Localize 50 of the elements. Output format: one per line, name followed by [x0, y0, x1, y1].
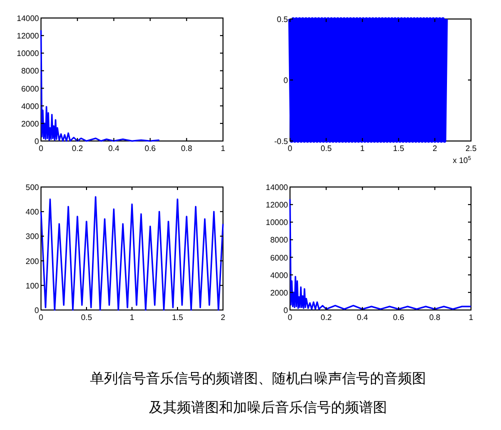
y-tick-label: 0 [284, 76, 289, 85]
y-tick-label: 10000 [16, 49, 40, 58]
y-tick-label: 2000 [21, 119, 40, 128]
y-tick-label: 6000 [270, 253, 289, 262]
y-tick-label: 0.5 [276, 15, 289, 24]
y-tick-label: 14000 [266, 183, 289, 192]
x-tick-label: 1 [220, 144, 226, 153]
y-tick-label: -0.5 [274, 137, 289, 146]
text: 及其频谱图和加噪后音乐信号的频谱图 [149, 399, 387, 415]
x-tick-label: 1 [468, 313, 474, 322]
x-tick-label: 0.8 [429, 313, 441, 322]
x-tick-label: 0.5 [80, 313, 93, 322]
y-tick-label: 400 [26, 208, 40, 217]
text: 单列信号音乐信号的频谱图、随机白噪声信号的音频图 [90, 370, 426, 386]
x-tick-label: 2 [432, 144, 438, 153]
x-tick-label: 0.6 [393, 313, 405, 322]
line-series [40, 30, 160, 142]
y-tick-label: 4000 [270, 270, 289, 280]
x-tick-label: 0.4 [356, 313, 369, 322]
x-tick-label: 0.6 [144, 144, 156, 153]
y-tick-label: 300 [26, 232, 40, 242]
x-tick-label: 0.5 [320, 144, 332, 153]
x-tick-label: 1 [360, 144, 366, 153]
y-tick-label: 0 [284, 306, 289, 315]
y-tick-label: 4000 [21, 102, 40, 111]
y-tick-label: 12000 [266, 200, 289, 210]
x-tick-label: 0.4 [108, 144, 120, 153]
x-tick-label: 1.5 [172, 313, 184, 322]
y-tick-label: 0 [34, 306, 40, 315]
line-series [40, 196, 224, 311]
x-tick-label: 2.5 [465, 144, 478, 153]
text: x 10$^{5}$ [452, 156, 471, 165]
y-tick-label: 12000 [16, 32, 40, 41]
x-tick-label: 0.2 [320, 313, 332, 322]
y-tick-label: 10000 [266, 218, 289, 228]
line-series [289, 198, 472, 310]
y-tick-label: 14000 [16, 14, 40, 23]
y-tick-label: 200 [26, 256, 40, 266]
y-tick-label: 2000 [270, 288, 289, 298]
y-tick-label: 6000 [21, 84, 40, 94]
x-tick-label: 2 [220, 313, 226, 322]
y-tick-label: 8000 [21, 66, 40, 76]
y-tick-label: 100 [26, 281, 40, 290]
y-tick-label: 8000 [270, 236, 289, 245]
y-tick-label: 0 [34, 137, 40, 146]
x-tick-label: 1.5 [393, 144, 405, 153]
x-tick-label: 0.2 [72, 144, 84, 153]
x-tick-label: 1 [130, 313, 135, 322]
x-tick-label: 0.8 [181, 144, 193, 153]
y-tick-label: 500 [26, 183, 40, 192]
